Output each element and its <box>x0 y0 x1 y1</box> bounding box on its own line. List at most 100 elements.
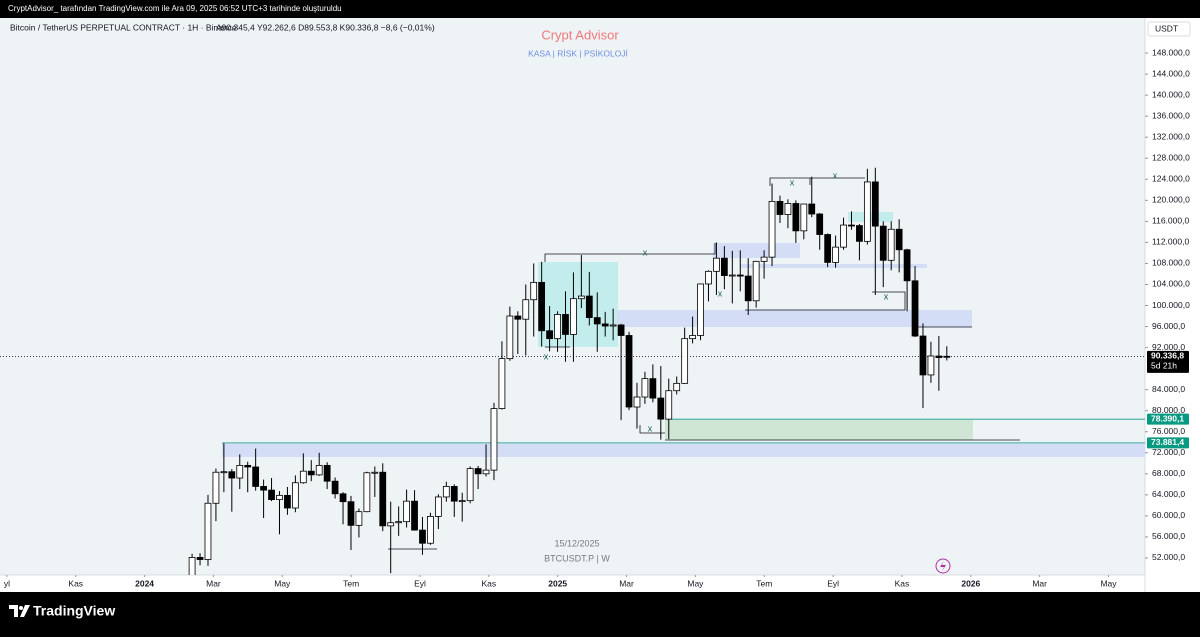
candle-body <box>649 378 657 399</box>
marker-label: x <box>833 170 838 180</box>
creator-note: CryptAdvisor_ tarafından TradingView.com… <box>8 4 342 13</box>
candle-body <box>927 355 935 376</box>
candle-body <box>856 225 863 242</box>
zone <box>740 264 927 268</box>
candle-body <box>236 464 244 479</box>
y-tick-label: 92.000,0 <box>1152 342 1185 352</box>
candle-body <box>776 200 784 215</box>
zone <box>665 420 973 440</box>
x-tick-label: Mar <box>206 578 221 588</box>
candle-body <box>673 382 681 392</box>
y-tick-label: 140.000,0 <box>1152 89 1190 99</box>
candle-body <box>871 181 879 227</box>
candle-body <box>299 470 307 484</box>
candle-body <box>450 486 458 502</box>
candle-body <box>808 203 816 215</box>
candle-body <box>442 486 450 498</box>
candle-body <box>427 516 434 544</box>
y-tick-label: 84.000,0 <box>1152 384 1185 394</box>
candle-body <box>768 200 776 258</box>
brand-logo <box>9 605 30 617</box>
candle-body <box>562 314 569 335</box>
candle-body <box>530 281 538 301</box>
candle-body <box>268 489 275 500</box>
y-tick-label: 144.000,0 <box>1152 68 1190 78</box>
marker-label: x <box>648 423 653 433</box>
candle-body <box>498 358 506 409</box>
candle-body <box>633 396 641 408</box>
candle-body <box>792 203 800 232</box>
x-tick-label: May <box>687 578 704 588</box>
candle-body <box>411 500 418 531</box>
candle-body <box>196 557 204 560</box>
candle-body <box>665 390 673 420</box>
candle-body <box>657 397 665 420</box>
y-tick-label: 52.000,0 <box>1152 552 1185 562</box>
candle-body <box>863 181 871 242</box>
candle-body <box>220 471 228 474</box>
candle-body <box>522 299 530 320</box>
candle-body <box>276 494 283 500</box>
candle-body <box>832 246 839 263</box>
x-tick-label: May <box>274 578 291 588</box>
y-tick-label: 112.000,0 <box>1152 237 1189 247</box>
marker-label: x <box>544 351 549 361</box>
currency: USDT <box>1155 23 1178 33</box>
candle-body <box>204 502 212 560</box>
candle-body <box>458 500 466 503</box>
y-tick-label: 120.000,0 <box>1152 195 1190 205</box>
candle-body <box>840 224 847 248</box>
x-tick-label: Eyl <box>414 578 426 588</box>
candle-body <box>593 317 601 325</box>
ticker-label: BTCUSDT.P | W <box>544 553 610 563</box>
candle-body <box>474 468 482 475</box>
candle-body <box>641 378 649 398</box>
candle-body <box>347 501 355 526</box>
candle-body <box>466 468 474 502</box>
candle-body <box>824 234 832 263</box>
candle-body <box>585 295 593 319</box>
x-tick-label: Eyl <box>827 578 839 588</box>
candle-body <box>538 281 546 332</box>
candle-body <box>919 335 927 376</box>
ohlc-readout: A90.345,4 Y92.262,6 D89.553,8 K90.336,8 … <box>216 22 435 32</box>
x-tick-label: Mar <box>1032 578 1047 588</box>
y-tick-label: 80.000,0 <box>1152 405 1185 415</box>
price-tag-label: 73.881,4 <box>1151 437 1184 447</box>
x-tick-label: Tem <box>756 578 772 588</box>
candle-body <box>212 471 220 504</box>
candle-body <box>903 249 911 282</box>
marker-label: x <box>790 177 795 187</box>
candle-body <box>879 225 887 261</box>
y-tick-label: 128.000,0 <box>1152 153 1190 163</box>
currency-box <box>1147 21 1191 37</box>
candle-body <box>625 335 633 408</box>
candle-body <box>617 324 625 336</box>
candle-body <box>728 274 736 277</box>
y-tick-label: 76.000,0 <box>1152 426 1185 436</box>
candle-body <box>697 283 704 336</box>
countdown: 5d 21h <box>1151 361 1177 371</box>
candle-body <box>228 471 236 479</box>
lightning-icon[interactable] <box>935 558 951 574</box>
marker-label: x <box>884 291 889 301</box>
candle-body <box>188 557 196 575</box>
y-tick-label: 56.000,0 <box>1152 531 1185 541</box>
candle-body <box>911 280 919 337</box>
candle-body <box>935 355 943 358</box>
x-tick-label: 2024 <box>135 578 154 588</box>
marker-label: x <box>643 247 648 257</box>
candle-body <box>744 275 752 302</box>
x-tick-label: Kas <box>68 578 83 588</box>
candle-body <box>307 470 315 476</box>
candle-body <box>395 521 403 524</box>
marker-label: x <box>718 288 723 298</box>
candle-body <box>490 408 498 471</box>
y-tick-label: 124.000,0 <box>1152 174 1190 184</box>
x-tick-label: 2026 <box>961 578 980 588</box>
time-axis <box>0 575 1145 592</box>
candle-body <box>720 257 728 276</box>
candle-body <box>570 298 577 335</box>
